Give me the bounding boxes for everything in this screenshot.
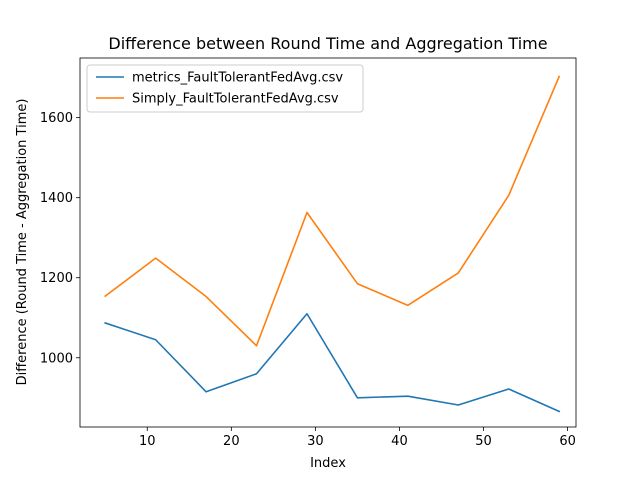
x-tick-label: 30: [307, 434, 324, 449]
chart-title: Difference between Round Time and Aggreg…: [108, 34, 547, 53]
x-tick-label: 50: [475, 434, 492, 449]
series-line-1: [104, 312, 561, 413]
x-tick-label: 10: [139, 434, 156, 449]
legend: metrics_FaultTolerantFedAvg.csv Simply_Fa…: [86, 64, 364, 113]
plot-frame: [79, 57, 577, 428]
series-line-2: [104, 75, 561, 347]
x-tick-label: 40: [391, 434, 408, 449]
y-tick-label: 1000: [40, 351, 73, 366]
series-layer: [104, 75, 561, 413]
x-axis-label: Index: [310, 456, 346, 471]
y-tick-label: 1600: [40, 111, 73, 126]
x-tick-label: 60: [559, 434, 576, 449]
y-axis: 1000 1200 1400 1600: [40, 111, 80, 366]
x-axis: 10 20 30 40 50 60: [139, 427, 576, 449]
x-tick-label: 20: [223, 434, 240, 449]
legend-label-2: Simply_FaultTolerantFedAvg.csv: [132, 92, 339, 107]
legend-label-1: metrics_FaultTolerantFedAvg.csv: [132, 71, 343, 86]
y-tick-label: 1400: [40, 191, 73, 206]
y-axis-label: Difference (Round Time - Aggregation Tim…: [15, 99, 30, 386]
legend-box: [86, 64, 364, 113]
y-tick-label: 1200: [40, 271, 73, 286]
